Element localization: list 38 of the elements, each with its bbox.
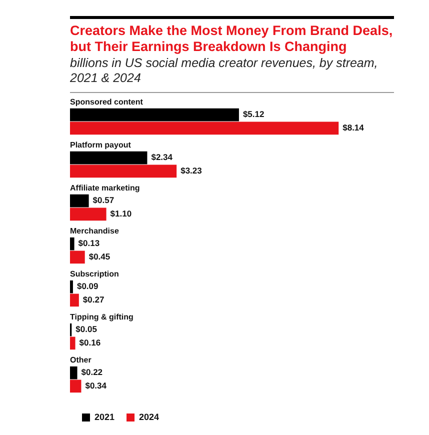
bar [70, 108, 239, 122]
data-label: $0.34 [85, 380, 107, 391]
data-label: $0.05 [76, 324, 98, 334]
y-tick-label: Other [70, 356, 92, 365]
y-tick-label: Merchandise [70, 226, 120, 236]
data-label: $0.16 [79, 338, 101, 348]
bar [70, 250, 85, 264]
data-label: $0.57 [92, 195, 114, 206]
data-label: $5.12 [242, 109, 265, 120]
y-tick-label: Platform payout [70, 140, 132, 150]
bar [70, 208, 106, 221]
y-tick-label: Affiliate marketing [70, 184, 140, 193]
bar [70, 294, 79, 307]
bar [70, 380, 82, 393]
bar [70, 366, 78, 380]
legend-label: 2024 [139, 412, 160, 422]
data-label: $0.22 [81, 367, 103, 378]
data-label: $0.45 [88, 252, 110, 262]
bar [70, 280, 73, 294]
data-label: $8.14 [342, 122, 364, 133]
y-tick-label: Sponsored content [70, 98, 144, 107]
bar [70, 237, 74, 250]
data-label: $3.23 [180, 166, 202, 176]
bar [70, 194, 89, 208]
bar [70, 336, 76, 350]
data-label: $0.09 [76, 281, 99, 292]
y-tick-label: Tipping & gifting [70, 312, 134, 322]
chart-subtitle: billions in US social media creator revenues, by stream, 2021 & 2024 [70, 56, 379, 86]
data-label: $0.13 [78, 238, 100, 248]
bar [70, 164, 177, 178]
data-label: $0.27 [82, 294, 104, 305]
bar [70, 151, 148, 164]
y-tick-label: Subscription [70, 270, 120, 279]
chart-title: Creators Make the Most Money From Brand Deals, but Their Earnings Breakdown Is Changing [70, 23, 394, 55]
legend-label: 2021 [94, 412, 115, 422]
data-label: $2.34 [151, 152, 173, 162]
data-label: $1.10 [110, 208, 132, 219]
bar [70, 122, 339, 135]
